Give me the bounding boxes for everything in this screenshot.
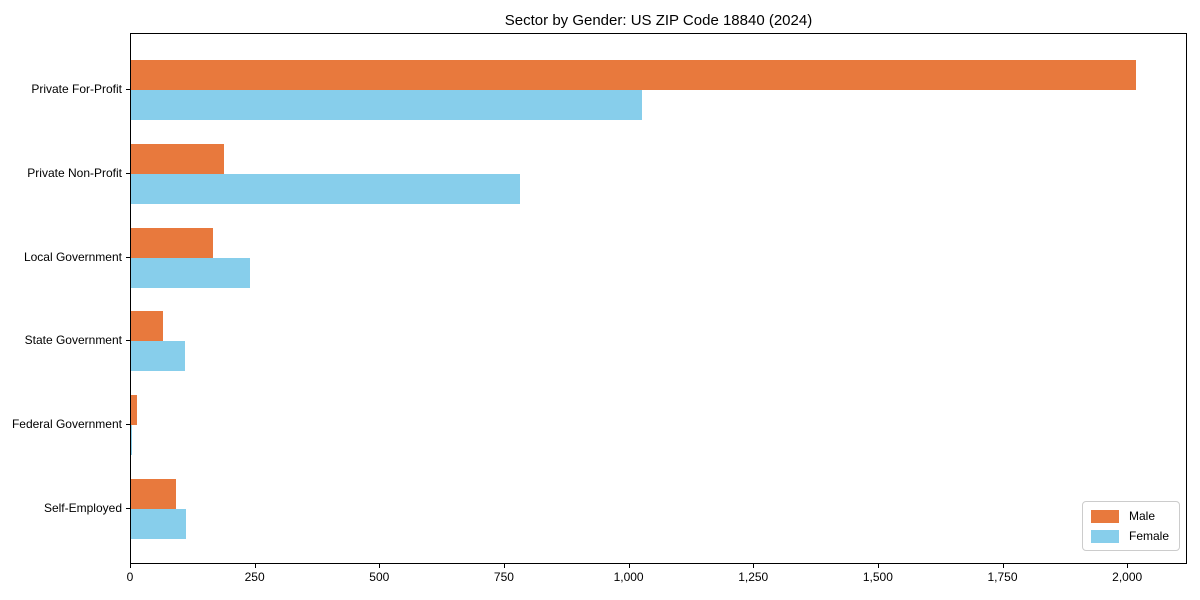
ytick-mark xyxy=(126,340,130,342)
legend-entry-female: Female xyxy=(1090,529,1169,543)
ytick-label: Private For-Profit xyxy=(31,82,122,96)
xtick-label: 2,000 xyxy=(1112,570,1143,584)
xtick-label: 500 xyxy=(369,570,390,584)
xtick-mark xyxy=(628,564,630,568)
xtick-label: 1,250 xyxy=(738,570,769,584)
bar-federal-government-male xyxy=(131,395,138,426)
bar-local-government-male xyxy=(131,227,213,258)
ytick-label: Private Non-Profit xyxy=(27,165,122,180)
xtick-label: 750 xyxy=(493,570,514,584)
ytick-mark xyxy=(126,256,130,258)
plot-area: Male Female xyxy=(130,33,1187,564)
bar-federal-government-female xyxy=(131,425,133,456)
bar-private-non-profit-female xyxy=(131,173,520,204)
ytick-label: State Government xyxy=(24,333,122,348)
xtick-mark xyxy=(1127,564,1129,568)
ytick-label: Local Government xyxy=(23,249,122,264)
xtick-label: 1,750 xyxy=(987,570,1018,584)
legend-swatch-female xyxy=(1090,529,1119,543)
ytick-mark xyxy=(126,508,130,509)
xtick-mark xyxy=(379,564,381,568)
legend: Male Female xyxy=(1081,501,1180,551)
bar-state-government-female xyxy=(131,341,185,372)
legend-entry-male: Male xyxy=(1090,509,1169,523)
bar-private-for-profit-female xyxy=(131,90,643,120)
xtick-mark xyxy=(130,564,131,568)
bar-state-government-male xyxy=(131,311,164,342)
ytick-mark xyxy=(126,424,130,426)
xtick-mark xyxy=(254,564,256,568)
legend-label: Male xyxy=(1128,509,1155,523)
bar-self-employed-female xyxy=(131,509,186,539)
xtick-label: 1,500 xyxy=(862,570,893,584)
ytick-mark xyxy=(126,89,130,90)
legend-swatch-male xyxy=(1090,509,1119,523)
bar-self-employed-male xyxy=(131,479,177,509)
xtick-label: 250 xyxy=(244,570,265,584)
xtick-mark xyxy=(877,564,879,568)
xtick-label: 0 xyxy=(126,570,134,584)
legend-label: Female xyxy=(1128,529,1169,543)
xtick-mark xyxy=(753,564,755,568)
xtick-mark xyxy=(1002,564,1004,568)
bar-local-government-female xyxy=(131,257,250,288)
ytick-label: Self-Employed xyxy=(43,501,122,515)
bar-private-for-profit-male xyxy=(131,60,1136,90)
xtick-label: 1,000 xyxy=(613,570,644,584)
ytick-mark xyxy=(126,172,130,174)
ytick-label: Federal Government xyxy=(11,417,122,432)
chart-title: Sector by Gender: US ZIP Code 18840 (202… xyxy=(504,12,813,29)
bar-private-non-profit-male xyxy=(131,143,225,174)
xtick-mark xyxy=(503,564,505,568)
